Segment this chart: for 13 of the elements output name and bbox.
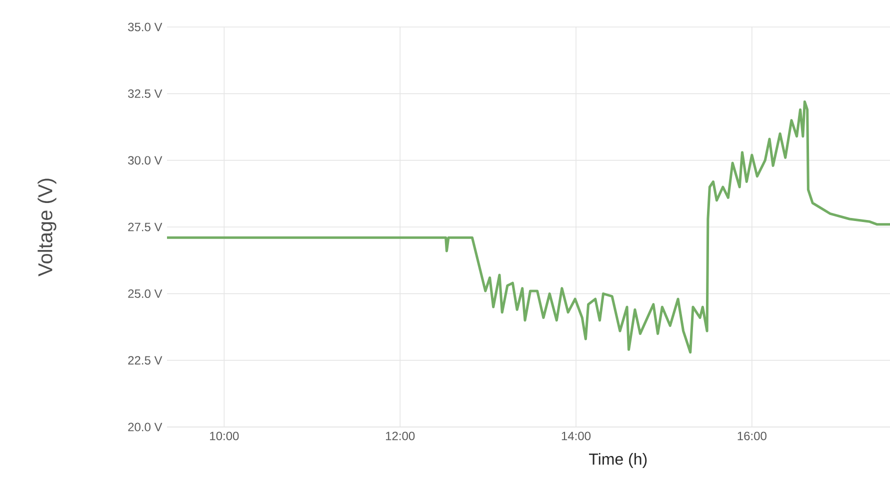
y-tick-label: 32.5 V [128, 89, 162, 98]
y-tick-label: 30.0 V [128, 156, 162, 165]
y-axis-title: Voltage (V) [38, 178, 56, 276]
y-tick-label: 22.5 V [128, 356, 162, 365]
x-tick-label: 14:00 [562, 432, 591, 440]
y-tick-label: 27.5 V [128, 222, 162, 232]
y-tick-label: 20.0 V [128, 422, 162, 432]
x-tick-label: 16:00 [738, 432, 766, 440]
y-tick-label: 25.0 V [128, 289, 162, 298]
x-tick-label: 10:00 [210, 432, 239, 440]
x-axis-title: Time (h) [589, 453, 647, 468]
y-tick-label: 35.0 V [128, 22, 162, 32]
x-tick-label: 12:00 [386, 432, 415, 440]
